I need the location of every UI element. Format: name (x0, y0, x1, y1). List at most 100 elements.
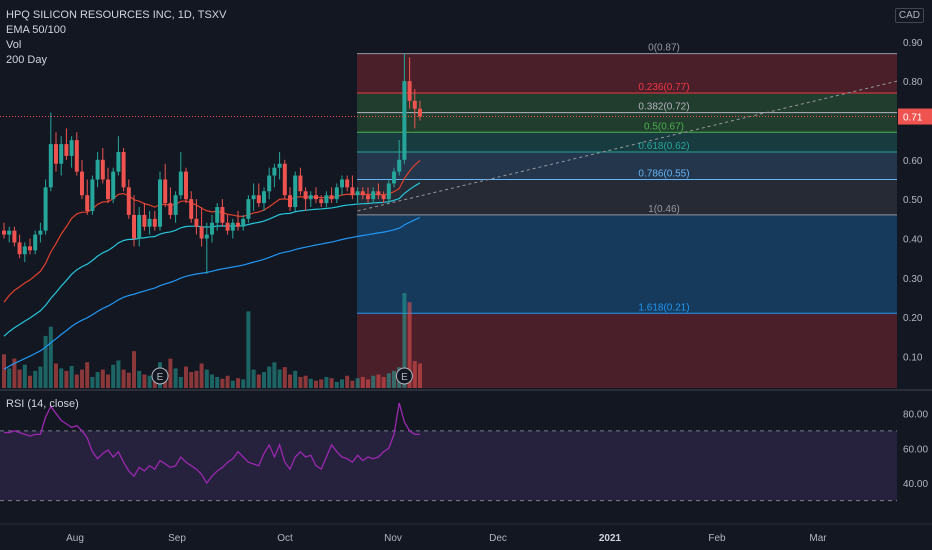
candle-body (386, 183, 391, 200)
volume-bar (106, 374, 110, 388)
candle-body (210, 222, 214, 235)
volume-bar (288, 374, 292, 388)
candle-body (100, 159, 105, 180)
candle-body (64, 144, 69, 156)
volume-bar (126, 372, 131, 388)
earnings-marker (395, 367, 413, 385)
candle-body (54, 144, 58, 164)
volume-bar (293, 370, 298, 388)
candle-body (251, 195, 256, 200)
candles (0, 53, 897, 274)
candle-body (95, 159, 100, 180)
fib-band (357, 151, 897, 180)
volume-bar (350, 380, 355, 388)
rsi-tick-label: 80.00 (903, 409, 928, 420)
volume-bar (220, 378, 225, 388)
candle-body (147, 218, 152, 227)
fibonacci-retracement[interactable]: 0(0.87) 0.236(0.77) 0.382(0.72) 0.5(0.67) 0.… (357, 43, 897, 388)
rsi-pane[interactable]: 80.00 60.00 40.00 (0, 402, 928, 502)
candle-body (152, 218, 157, 227)
volume-bar (85, 362, 90, 388)
volume-bar (204, 369, 209, 388)
candle-body (334, 187, 339, 200)
time-tick-label: 2021 (599, 533, 622, 544)
candle-body (412, 100, 417, 109)
fib-band (357, 112, 897, 133)
candle-body (267, 175, 272, 192)
candle-body (178, 171, 183, 196)
volume-bar (17, 369, 22, 388)
time-axis[interactable]: Aug Sep Oct Nov Dec 2021 Feb Mar (66, 533, 827, 544)
candle-body (277, 163, 282, 168)
volume-bar (402, 293, 407, 388)
candle-body (137, 214, 142, 239)
volume-bar (28, 375, 32, 388)
indicator-ema[interactable]: EMA 50/100 (6, 24, 66, 36)
candle-body (225, 222, 230, 231)
candle-body (168, 203, 173, 215)
candle-body (262, 191, 266, 204)
rsi-line (4, 402, 420, 485)
last-price-tag (898, 108, 932, 125)
fib-label: 0.618(0.62) (638, 141, 689, 152)
time-tick-label: Aug (66, 533, 84, 544)
candle-body (230, 222, 235, 231)
candle-body (80, 171, 84, 196)
fib-label: 1.618(0.21) (638, 302, 689, 313)
volume-bar (132, 351, 136, 388)
volume-bar (22, 364, 27, 388)
trend-line[interactable] (357, 80, 898, 212)
candle-body (241, 218, 246, 227)
candle-body (329, 195, 334, 200)
volume-bar (168, 358, 173, 388)
volume-bar (59, 368, 64, 388)
candle-body (371, 191, 376, 200)
volume-bar (178, 376, 183, 388)
price-tick-label: 0.40 (903, 235, 923, 246)
candle-body (256, 195, 261, 204)
volume-bar (210, 374, 214, 388)
volume-bar (48, 326, 53, 388)
symbol-title[interactable]: HPQ SILICON RESOURCES INC, 1D, TSXV (6, 9, 227, 21)
volume-bar (215, 376, 220, 388)
candle-body (324, 195, 329, 204)
time-tick-label: Dec (489, 533, 507, 544)
candle-body (17, 242, 22, 255)
time-tick-label: Nov (384, 533, 402, 544)
indicator-200day[interactable]: 200 Day (6, 54, 47, 66)
volume-bar (251, 369, 256, 388)
fib-label: 0.382(0.72) (638, 102, 689, 113)
volume-bar (355, 378, 360, 388)
indicator-vol[interactable]: Vol (6, 39, 22, 51)
volume-bar (360, 376, 365, 388)
volume-bar (319, 379, 324, 388)
candle-body (43, 187, 48, 231)
price-axis-background (897, 0, 932, 550)
volume-bar (314, 380, 318, 388)
volume-bar (111, 364, 116, 388)
candle-body (90, 179, 95, 211)
candle-body (2, 230, 6, 235)
candle-body (308, 195, 313, 200)
volume-bar (267, 366, 272, 388)
candle-body (22, 246, 27, 255)
candle-body (33, 234, 38, 251)
candle-body (236, 222, 240, 227)
candle-body (199, 226, 204, 239)
candle-body (282, 163, 287, 196)
volume-bar (95, 372, 100, 388)
volume-bar (116, 360, 121, 388)
volume-bar (246, 311, 251, 388)
fib-band (357, 92, 897, 113)
volume-bar (381, 376, 386, 388)
rsi-title[interactable]: RSI (14, close) (6, 398, 79, 410)
price-tick-label: 0.50 (903, 195, 923, 206)
fib-band (357, 132, 897, 152)
candle-body (355, 191, 360, 196)
volume-bar (303, 375, 308, 388)
currency-label[interactable]: CAD (894, 8, 924, 23)
